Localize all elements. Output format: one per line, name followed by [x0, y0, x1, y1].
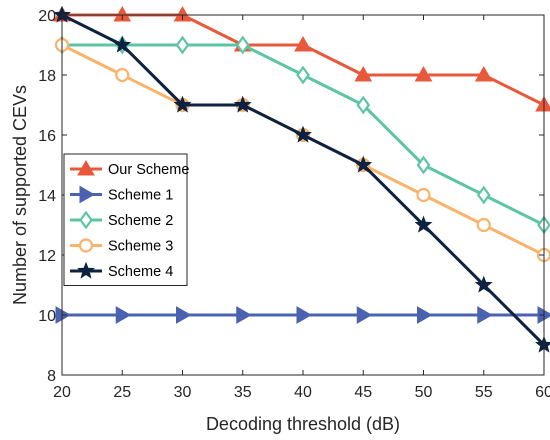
- data-point: [115, 306, 132, 324]
- x-tick-label: 20: [53, 384, 71, 401]
- y-tick-label: 8: [47, 368, 56, 385]
- legend-label: Scheme 4: [108, 264, 173, 280]
- y-axis-label: Number of supported CEVs: [10, 85, 30, 305]
- y-tick-label: 16: [38, 128, 56, 145]
- x-tick-label: 45: [354, 384, 372, 401]
- data-point: [354, 155, 373, 173]
- data-point: [296, 65, 310, 85]
- y-tick-label: 12: [38, 248, 56, 265]
- legend-label: Scheme 2: [108, 213, 173, 229]
- data-point: [236, 306, 252, 324]
- data-point: [115, 67, 130, 83]
- x-tick-label: 55: [475, 384, 493, 401]
- legend-marker: [78, 238, 94, 253]
- x-tick-label: 60: [535, 384, 550, 401]
- data-point: [175, 35, 190, 55]
- series-line: [62, 13, 545, 107]
- x-axis-label: Decoding threshold (dB): [206, 414, 400, 434]
- data-point: [294, 35, 312, 52]
- data-point: [356, 95, 371, 115]
- legend-label: Scheme 1: [108, 188, 173, 204]
- data-point: [233, 95, 252, 113]
- legend-label: Our Scheme: [108, 162, 189, 178]
- data-point: [414, 215, 433, 233]
- data-point: [176, 306, 192, 324]
- x-tick-label: 25: [113, 384, 131, 401]
- series-layer: [53, 5, 550, 353]
- legend-marker: [77, 261, 95, 279]
- data-point: [113, 35, 132, 53]
- legend-label: Scheme 3: [108, 239, 173, 255]
- legend: Our Scheme Scheme 1 Scheme 2 Scheme 3 Scheme…: [63, 153, 189, 286]
- data-point: [354, 65, 373, 82]
- x-tick-label: 30: [174, 384, 192, 401]
- data-point: [356, 306, 373, 324]
- data-point: [535, 95, 550, 112]
- data-point: [474, 275, 493, 293]
- y-tick-label: 20: [38, 8, 56, 25]
- data-point: [416, 187, 431, 203]
- data-point: [476, 185, 491, 205]
- data-point: [235, 35, 250, 55]
- x-tick-label: 40: [294, 384, 312, 401]
- data-point: [294, 125, 312, 143]
- series-2: [55, 306, 550, 324]
- y-tick-label: 10: [38, 308, 56, 325]
- data-point: [173, 95, 192, 113]
- data-point: [296, 306, 313, 324]
- data-point: [414, 65, 433, 82]
- x-tick-label: 50: [415, 384, 433, 401]
- data-point: [477, 306, 493, 324]
- data-point: [476, 217, 491, 233]
- data-point: [417, 306, 433, 324]
- legend-marker: [79, 210, 93, 230]
- series-1: [53, 5, 550, 112]
- legend-marker: [79, 185, 96, 204]
- y-tick-label: 18: [38, 68, 56, 85]
- ticks-layer: 20 25 30 35 40 45 50 55 60 8 10 12 14 16 18 20: [38, 8, 550, 401]
- data-point: [173, 5, 192, 22]
- x-tick-label: 35: [234, 384, 252, 401]
- y-tick-label: 14: [38, 188, 56, 205]
- data-point: [416, 155, 431, 175]
- legend-marker: [77, 159, 95, 176]
- data-point: [113, 5, 132, 22]
- data-point: [474, 65, 493, 82]
